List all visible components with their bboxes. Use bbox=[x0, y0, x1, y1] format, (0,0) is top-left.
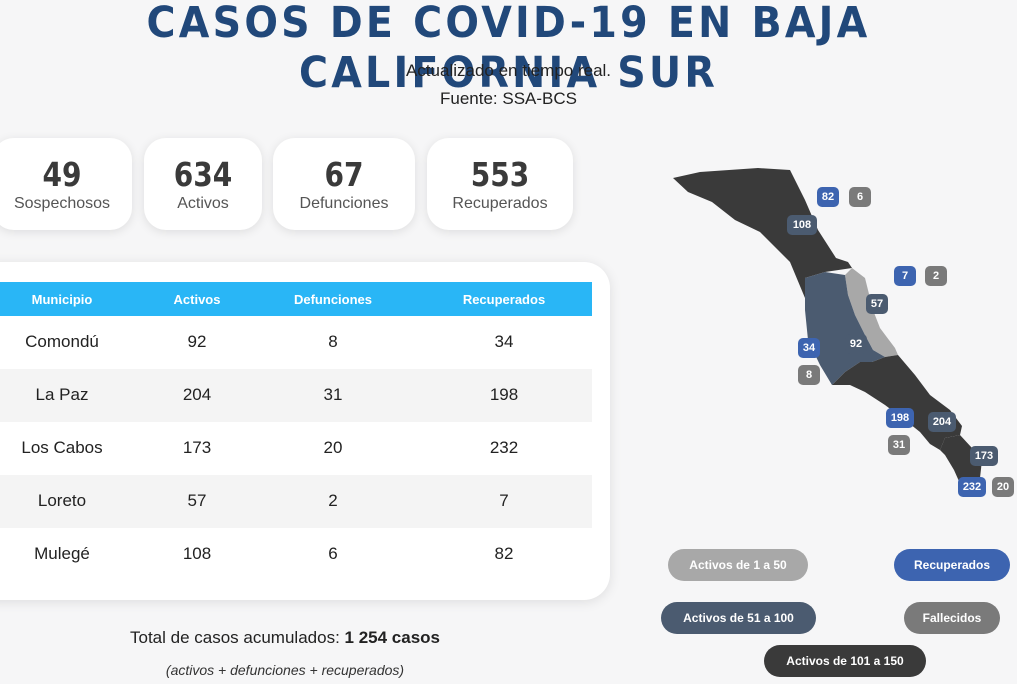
cell-municipio: Los Cabos bbox=[21, 438, 103, 457]
badge-lapaz-recuperados: 198 bbox=[886, 408, 914, 428]
badge-mulege-fallecidos: 6 bbox=[849, 187, 871, 207]
table-row: La Paz 204 31 198 bbox=[0, 369, 592, 422]
legend-fallecidos: Fallecidos bbox=[904, 602, 1000, 634]
cell-defunciones: 6 bbox=[328, 544, 338, 563]
cell-activos: 204 bbox=[182, 385, 212, 404]
badge-loreto-recuperados: 7 bbox=[894, 266, 916, 286]
stat-card-sospechosos: 49 Sospechosos bbox=[0, 138, 132, 230]
badge-loreto-fallecidos: 2 bbox=[925, 266, 947, 286]
badge-loscabos-recuperados: 232 bbox=[958, 477, 986, 497]
table-row: Comondú 92 8 34 bbox=[0, 316, 592, 369]
column-header-recuperados: Recuperados bbox=[462, 292, 546, 307]
cell-defunciones: 20 bbox=[323, 438, 343, 457]
cell-defunciones: 8 bbox=[328, 332, 338, 351]
column-header-defunciones: Defunciones bbox=[293, 292, 372, 307]
badge-mulege-activos: 108 bbox=[787, 215, 817, 235]
stat-label: Activos bbox=[177, 195, 229, 212]
cell-recuperados: 34 bbox=[494, 332, 514, 351]
stat-value: 67 bbox=[324, 155, 364, 194]
badge-loreto-activos: 57 bbox=[866, 294, 888, 314]
cell-activos: 108 bbox=[182, 544, 212, 563]
update-note: Actualizado en tiempo real. bbox=[405, 61, 612, 80]
table-row: Loreto 57 2 7 bbox=[0, 475, 592, 528]
cell-recuperados: 7 bbox=[499, 491, 509, 510]
badge-lapaz-fallecidos: 31 bbox=[888, 435, 910, 455]
badge-lapaz-activos: 204 bbox=[928, 412, 956, 432]
total-value: 1 254 casos bbox=[344, 628, 440, 647]
stat-label: Defunciones bbox=[299, 195, 389, 212]
cell-recuperados: 82 bbox=[494, 544, 514, 563]
legend-recuperados: Recuperados bbox=[894, 549, 1010, 581]
legend-activos-101-150: Activos de 101 a 150 bbox=[764, 645, 926, 677]
stat-label: Recuperados bbox=[452, 195, 548, 212]
bcs-map bbox=[673, 168, 982, 490]
map-region-comondu[interactable] bbox=[805, 272, 885, 385]
badge-mulege-recuperados: 82 bbox=[817, 187, 839, 207]
total-cases: Total de casos acumulados: 1 254 casos bbox=[0, 628, 570, 648]
badge-loscabos-fallecidos: 20 bbox=[992, 477, 1014, 497]
cell-activos: 57 bbox=[187, 491, 207, 510]
table-header: Municipio Activos Defunciones Recuperado… bbox=[0, 282, 592, 316]
legend-activos-1-50: Activos de 1 a 50 bbox=[668, 549, 808, 581]
stat-card-activos: 634 Activos bbox=[144, 138, 262, 230]
badge-loscabos-activos: 173 bbox=[970, 446, 998, 466]
stat-value: 49 bbox=[42, 155, 82, 194]
badge-comondu-activos: 92 bbox=[845, 334, 867, 354]
column-header-activos: Activos bbox=[173, 292, 221, 307]
stat-card-recuperados: 553 Recuperados bbox=[427, 138, 573, 230]
page-title: CASOS DE COVID-19 EN BAJA CALIFORNIA SUR bbox=[146, 0, 871, 98]
total-note: (activos + defunciones + recuperados) bbox=[165, 662, 405, 678]
cell-municipio: La Paz bbox=[35, 385, 89, 404]
cell-municipio: Mulegé bbox=[34, 544, 90, 563]
cell-defunciones: 2 bbox=[328, 491, 338, 510]
source-note: Fuente: SSA-BCS bbox=[439, 89, 577, 108]
municipality-table-card bbox=[0, 262, 610, 600]
cell-recuperados: 198 bbox=[489, 385, 519, 404]
table-row: Los Cabos 173 20 232 bbox=[0, 422, 592, 475]
stat-value: 634 bbox=[173, 155, 233, 194]
cell-recuperados: 232 bbox=[489, 438, 519, 457]
cell-activos: 92 bbox=[187, 332, 207, 351]
legend-activos-51-100: Activos de 51 a 100 bbox=[661, 602, 816, 634]
stat-card-defunciones: 67 Defunciones bbox=[273, 138, 415, 230]
column-header-municipio: Municipio bbox=[31, 292, 93, 307]
stat-value: 553 bbox=[470, 155, 530, 194]
cell-municipio: Loreto bbox=[37, 491, 87, 510]
table-row: Mulegé 108 6 82 bbox=[0, 528, 592, 581]
badge-comondu-recuperados: 34 bbox=[798, 338, 820, 358]
cell-municipio: Comondú bbox=[25, 332, 99, 351]
stat-label: Sospechosos bbox=[13, 195, 111, 212]
cell-activos: 173 bbox=[182, 438, 212, 457]
total-label: Total de casos acumulados: bbox=[130, 628, 345, 647]
badge-comondu-fallecidos: 8 bbox=[798, 365, 820, 385]
cell-defunciones: 31 bbox=[323, 385, 343, 404]
